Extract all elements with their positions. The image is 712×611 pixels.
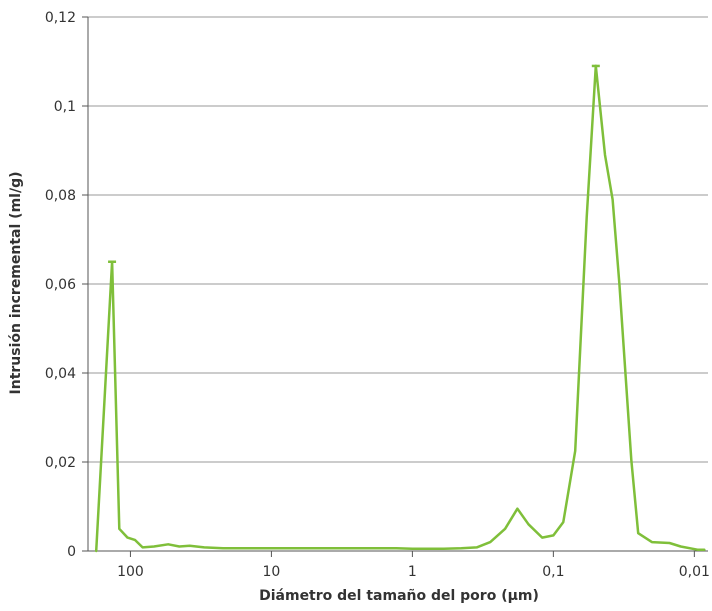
x-tick-label: 1: [408, 564, 417, 580]
x-tick-label: 0,01: [679, 564, 710, 580]
y-tick-label: 0,04: [45, 366, 76, 382]
x-tick-label: 0,1: [542, 564, 564, 580]
y-tick-label: 0,02: [45, 455, 76, 471]
y-axis-title: Intrusión incremental (ml/g): [8, 172, 24, 395]
y-tick-label: 0: [67, 544, 76, 560]
y-tick-label: 0,06: [45, 277, 76, 293]
y-tick-labels: 0 0,02 0,04 0,06 0,08 0,1 0,12: [45, 10, 76, 560]
x-tick-labels: 100 10 1 0,1 0,01: [117, 564, 710, 580]
data-series-line: [94, 64, 706, 553]
grid-lines: [88, 16, 708, 463]
y-tick-label: 0,1: [54, 99, 76, 115]
series-layer: [94, 64, 706, 553]
y-tick-label: 0,08: [45, 188, 76, 204]
x-tick-label: 100: [117, 564, 144, 580]
y-tick-label: 0,12: [45, 10, 76, 26]
x-tick-label: 10: [262, 564, 280, 580]
x-axis-title: Diámetro del tamaño del poro (µm): [259, 588, 539, 604]
axes: [82, 16, 708, 557]
